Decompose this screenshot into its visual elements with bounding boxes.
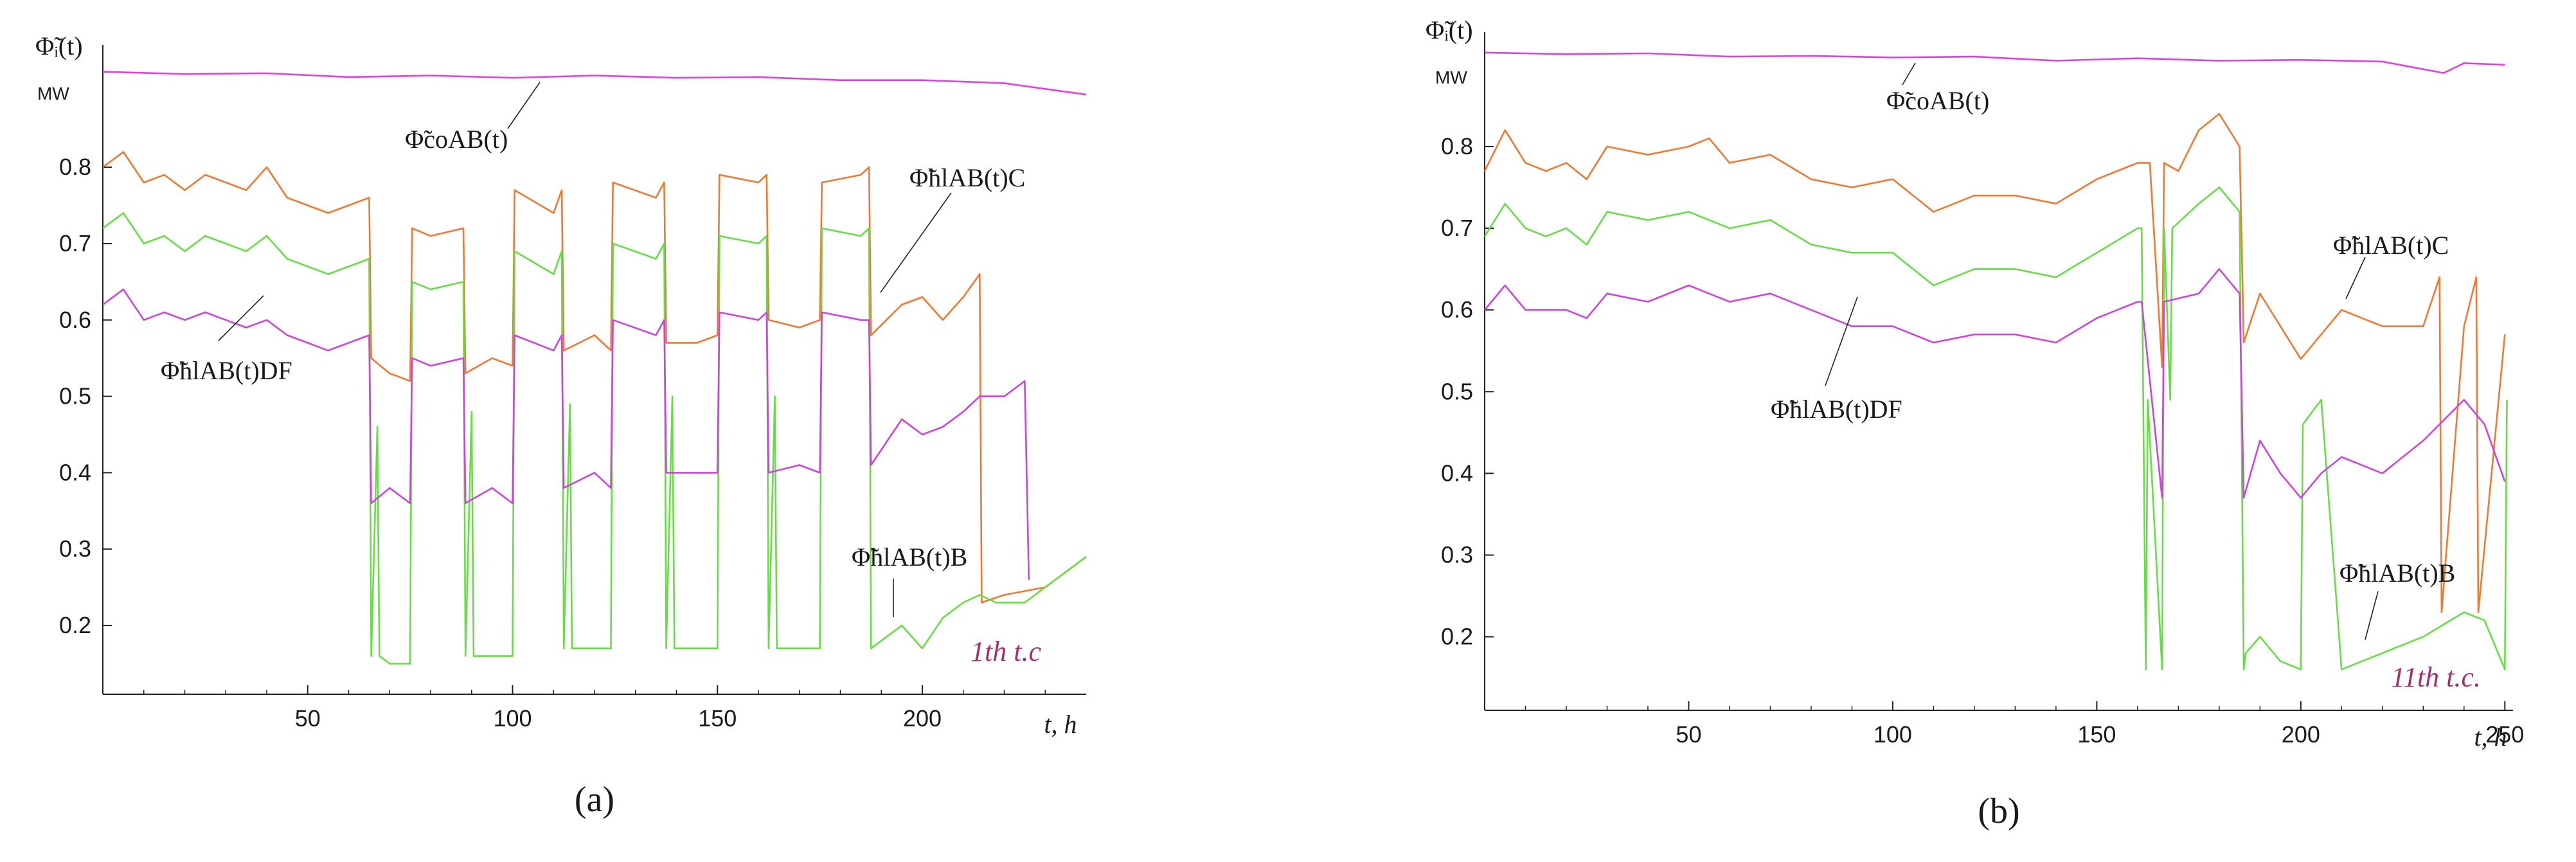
- x-tick-label: 250: [2485, 721, 2524, 748]
- series-annotation: Φ̃coAB(t): [1886, 86, 1989, 115]
- annotation-leader: [2345, 256, 2366, 300]
- annotation-leader: [880, 192, 952, 293]
- y-axis-unit: MW: [37, 84, 69, 103]
- y-tick-label: 0.4: [59, 459, 91, 485]
- series-annotation: Φ̃hlAB(t)C: [909, 163, 1025, 192]
- series-annotation: Φ̃hlAB(t)C: [2333, 231, 2449, 260]
- series-line: [102, 212, 1087, 665]
- y-tick-label: 0.8: [59, 154, 91, 180]
- y-axis-label: Φ̃ᵢ(t): [1426, 15, 1473, 44]
- y-tick-label: 0.5: [59, 383, 91, 409]
- annotation-leader: [507, 82, 541, 129]
- y-tick-label: 0.2: [59, 612, 91, 638]
- y-tick-label: 0.8: [1441, 133, 1473, 159]
- x-tick-label: 200: [2282, 721, 2320, 748]
- x-axis-label: t, h: [1044, 710, 1077, 739]
- annotation-leader: [218, 295, 264, 341]
- y-tick-label: 0.6: [1441, 296, 1473, 323]
- series-annotation: Φ̃hlAB(t)B: [2339, 559, 2455, 588]
- cycle-label: 1th t.c: [970, 636, 1041, 667]
- y-tick-label: 0.3: [1441, 541, 1473, 568]
- series-line: [1483, 112, 2506, 613]
- panel-caption: (b): [1978, 791, 2019, 831]
- x-tick-label: 100: [493, 705, 532, 732]
- x-axis-label: t, h: [2474, 723, 2507, 751]
- x-tick-label: 50: [295, 705, 321, 732]
- annotation-leader: [2365, 591, 2379, 640]
- y-tick-label: 0.6: [59, 307, 91, 333]
- y-tick-label: 0.4: [1441, 460, 1473, 486]
- y-axis-unit: MW: [1435, 67, 1467, 87]
- x-tick-label: 150: [2077, 721, 2116, 748]
- series-line: [1483, 186, 2508, 670]
- annotation-leader: [1902, 62, 1916, 85]
- chart-panel-b: 50 100 150 200 250 0.2 0.3 0.4 0.5 0.6 0.7 0.8 Φ̃ᵢ(t…: [1426, 15, 2524, 831]
- series-line: [102, 288, 1030, 580]
- y-tick-label: 0.7: [1441, 215, 1473, 241]
- series-line: [102, 71, 1087, 96]
- y-tick-label: 0.7: [59, 230, 91, 256]
- y-axis-label: Φ̃ᵢ(t): [35, 31, 83, 60]
- series-annotation: Φ̃hlAB(t)DF: [1771, 395, 1902, 424]
- cycle-label: 11th t.c.: [2391, 661, 2481, 693]
- x-tick-label: 50: [1676, 721, 1701, 748]
- series-annotation: Φ̃hlAB(t)DF: [161, 356, 292, 385]
- series-line: [1483, 268, 2506, 499]
- x-tick-label: 200: [903, 705, 942, 732]
- x-tick-label: 150: [698, 705, 737, 732]
- series-line: [102, 151, 1087, 604]
- x-tick-label: 100: [1874, 721, 1912, 748]
- chart-panel-a: 50 100 150 200 0.2 0.3 0.4 0.5 0.6 0.7 0.8 Φ̃ᵢ(t) MW…: [35, 31, 1087, 820]
- y-tick-label: 0.3: [59, 535, 91, 562]
- y-tick-label: 0.2: [1441, 624, 1473, 650]
- panel-caption: (a): [575, 780, 614, 820]
- annotation-leader: [1825, 296, 1858, 386]
- series-annotation: Φ̃coAB(t): [405, 125, 508, 154]
- series-line: [1484, 51, 2505, 74]
- series-annotation: Φ̃hlAB(t)B: [852, 543, 967, 571]
- y-tick-label: 0.5: [1441, 378, 1473, 404]
